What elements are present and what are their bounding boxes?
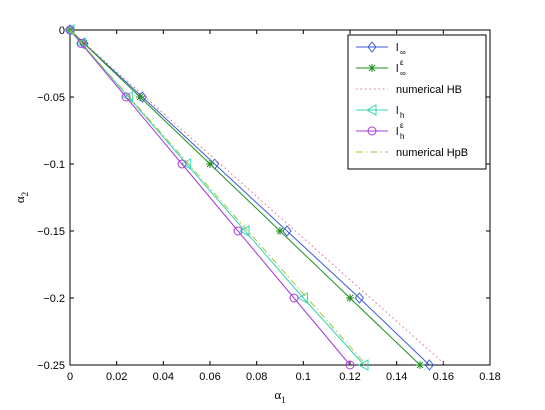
data-point <box>136 93 144 101</box>
y-tick-label: −0.1 <box>43 159 65 171</box>
data-point <box>345 360 355 370</box>
data-point <box>354 292 364 304</box>
legend-entry: lε ∞ <box>356 58 406 78</box>
series-line <box>69 29 367 366</box>
legend-box <box>347 34 487 170</box>
axis-labels: α1 α2 <box>12 192 286 405</box>
x-tick-label: 0.06 <box>199 371 220 383</box>
legend-marker <box>368 64 376 72</box>
data-point <box>233 226 243 236</box>
data-point <box>65 25 75 35</box>
data-point <box>346 294 354 302</box>
data-point <box>206 160 214 168</box>
x-tick-label: 0.16 <box>433 371 454 383</box>
x-tick-label: 0.12 <box>339 371 360 383</box>
data-point <box>424 359 434 371</box>
data-point <box>238 225 250 237</box>
y-tick-label: −0.25 <box>37 360 65 372</box>
data-point <box>76 38 86 48</box>
legend-label: numerical HpB <box>396 147 468 159</box>
series-3 <box>69 29 447 366</box>
y-axis-label: α2 <box>12 192 30 203</box>
legend-entry: l ∞ <box>356 41 406 57</box>
data-point <box>416 361 424 369</box>
data-point <box>79 37 89 50</box>
x-tick-label: 0.08 <box>246 371 267 383</box>
data-point <box>80 39 88 48</box>
x-tick-label: 0 <box>67 371 73 383</box>
series-6 <box>69 29 367 366</box>
x-tick-label: 0.1 <box>296 371 311 383</box>
x-tick-label: 0.18 <box>479 371 500 383</box>
legend-entry: numerical HpB <box>356 147 468 159</box>
data-point <box>357 359 369 371</box>
x-tick-label: 0.02 <box>106 371 127 383</box>
axis-ticks: 0 0.02 0.04 0.06 0.08 0.1 0.12 0.14 0.16 0.180−0.… <box>37 25 501 383</box>
series-line <box>69 29 447 366</box>
legend-entry: numerical HB <box>356 84 462 96</box>
legend-marker <box>367 41 377 53</box>
x-tick-label: 0.04 <box>153 371 174 383</box>
y-tick-label: −0.05 <box>37 92 65 104</box>
legend-label: lε h <box>396 121 404 141</box>
legend-label: numerical HB <box>396 84 462 96</box>
data-point <box>177 159 187 169</box>
data-point <box>297 292 308 304</box>
legend-label: l ∞ <box>396 42 406 57</box>
y-tick-label: 0 <box>59 25 65 37</box>
data-point <box>276 227 284 235</box>
legend-label: lε ∞ <box>396 58 406 78</box>
legend-marker <box>367 126 377 136</box>
x-axis-label: α1 <box>274 387 285 405</box>
series-layer <box>63 24 447 371</box>
legend-entry: lε h <box>356 121 404 141</box>
y-tick-label: −0.2 <box>43 293 65 305</box>
x-tick-label: 0.14 <box>386 371 407 383</box>
data-point <box>289 293 299 303</box>
data-point <box>282 225 292 237</box>
y-tick-label: −0.15 <box>37 226 65 238</box>
legend-marker <box>365 104 377 116</box>
data-point <box>121 92 131 102</box>
legend: l ∞lε ∞ numerical HB l hlε h numerical HpB <box>347 34 487 170</box>
